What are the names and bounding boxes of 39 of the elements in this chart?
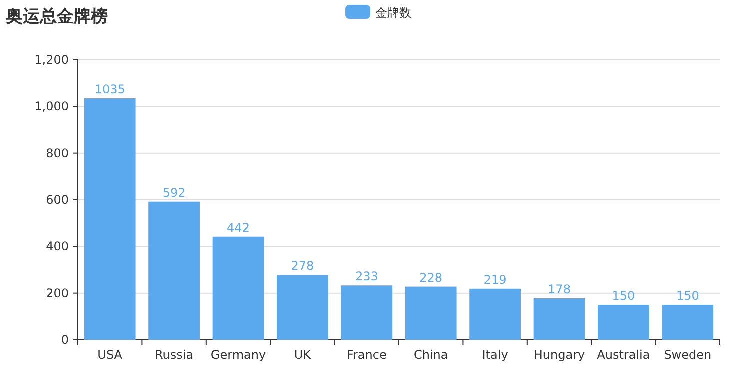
data-label: 1035: [94, 82, 126, 96]
bar: [662, 305, 714, 340]
data-label: 150: [676, 289, 700, 303]
data-label: 442: [227, 220, 250, 235]
data-label: 150: [612, 289, 636, 303]
x-tick-label: Australia: [597, 348, 650, 362]
y-tick-label: 600: [46, 193, 69, 207]
y-tick-label: 1,200: [34, 53, 69, 67]
x-tick-label: Russia: [154, 348, 194, 362]
legend-label: 金牌数: [376, 6, 412, 20]
y-tick-label: 400: [46, 240, 69, 254]
bar: [405, 286, 457, 340]
x-tick-label: UK: [294, 348, 312, 362]
bar: [212, 236, 264, 340]
x-tick-label: USA: [98, 348, 124, 362]
x-tick-label: Italy: [482, 348, 508, 362]
bar: [470, 288, 521, 340]
x-tick-label: France: [346, 348, 387, 362]
y-tick-label: 200: [46, 286, 69, 300]
bar: [534, 298, 586, 340]
data-label: 219: [484, 272, 507, 287]
x-tick-label: Germany: [210, 348, 266, 362]
data-label: 228: [420, 270, 443, 285]
y-tick-label: 1,000: [34, 100, 69, 114]
bar: [341, 286, 393, 340]
x-tick-label: China: [414, 348, 448, 362]
chart-title: 奥运总金牌榜: [5, 7, 108, 27]
bar: [277, 275, 328, 340]
bar: [598, 305, 650, 340]
y-tick-label: 0: [61, 333, 69, 347]
x-tick-label: Hungary: [534, 348, 586, 362]
data-label: 592: [162, 186, 186, 200]
data-label: 233: [355, 270, 378, 284]
y-tick-label: 800: [46, 146, 69, 160]
bar: [148, 202, 200, 340]
data-label: 178: [548, 282, 571, 296]
x-tick-label: Sweden: [664, 348, 712, 362]
bar: [84, 98, 136, 340]
data-label: 278: [291, 259, 314, 274]
